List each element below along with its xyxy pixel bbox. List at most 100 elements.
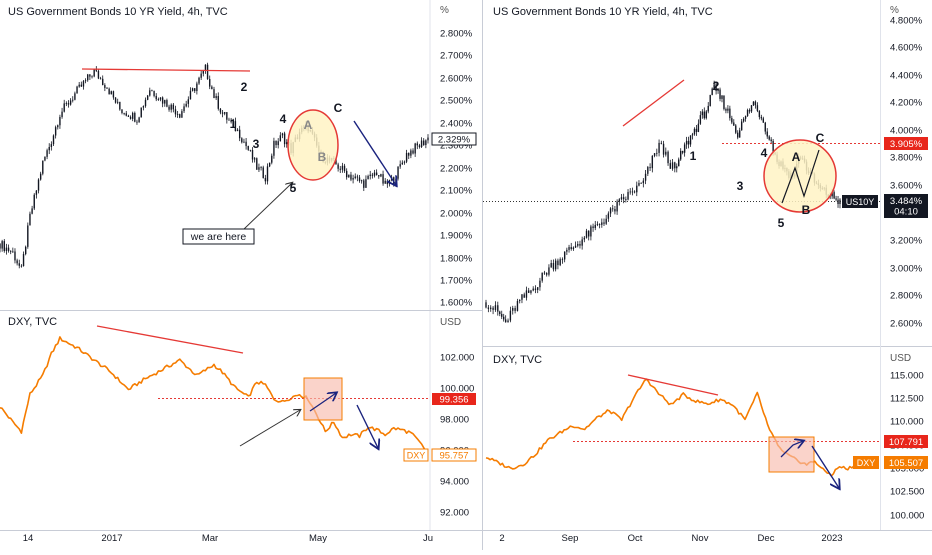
candle-body	[503, 316, 505, 320]
candle-body	[57, 125, 59, 128]
candle-body	[754, 101, 757, 106]
candle-body	[168, 106, 170, 110]
candle-body	[497, 305, 499, 312]
candle-body	[183, 106, 185, 112]
candle-body	[640, 183, 642, 184]
right-wave-label-2: 2	[713, 79, 720, 93]
candle-body	[170, 104, 172, 110]
candle-body	[719, 89, 721, 99]
candle-body	[196, 83, 198, 92]
candle-body	[739, 130, 741, 138]
candle-body	[583, 237, 586, 240]
left-wave-label-2: 2	[241, 80, 248, 94]
y-tick-label: 92.000	[440, 508, 469, 519]
candle-body	[581, 239, 583, 246]
candle-body	[91, 76, 93, 78]
right-dxy-last-tag-text: 105.507	[889, 458, 923, 469]
candle-body	[760, 117, 763, 119]
x-tick-label: Mar	[202, 533, 218, 544]
candle-body	[31, 208, 33, 214]
candle-body	[614, 209, 616, 212]
right-yield-level-tag	[884, 137, 928, 150]
left-top-unit: %	[440, 5, 449, 16]
candle-body	[256, 158, 258, 170]
y-tick-label: 100.000	[440, 384, 474, 395]
candle-body	[649, 167, 651, 169]
candle-body	[642, 180, 645, 184]
right-top-annotations: 1 2 3 4 5 A B C	[483, 79, 880, 230]
right-bottom-unit: USD	[890, 353, 911, 364]
y-tick-label: 2.500%	[440, 96, 473, 107]
candle-body	[588, 230, 590, 237]
candle-body	[534, 288, 537, 290]
candle-body	[144, 99, 147, 107]
candle-body	[680, 150, 682, 160]
y-tick-label: 115.000	[890, 371, 924, 382]
candle-body	[382, 174, 384, 184]
y-tick-label: 2.800%	[890, 291, 923, 302]
candle-body	[770, 139, 772, 141]
candle-body	[507, 320, 509, 323]
y-tick-label: 4.000%	[890, 126, 923, 137]
right-yield-last-tag	[884, 194, 928, 218]
candle-body	[243, 141, 245, 143]
candle-body	[119, 101, 121, 110]
candle-body	[709, 94, 711, 106]
y-tick-label: 2.100%	[440, 186, 473, 197]
candle-body	[485, 302, 487, 308]
candle-body	[161, 97, 164, 104]
candle-body	[603, 222, 605, 224]
candle-body	[514, 308, 516, 311]
candle-body	[572, 247, 575, 250]
left-resistance-trendline	[81, 68, 251, 72]
candle-body	[262, 167, 264, 179]
candle-body	[146, 95, 149, 100]
candle-body	[570, 247, 572, 250]
candle-body	[59, 116, 61, 126]
candle-body	[647, 167, 649, 174]
candle-body	[620, 197, 623, 200]
candle-body	[219, 108, 222, 113]
candle-body	[343, 165, 346, 171]
candle-body	[142, 106, 145, 108]
candle-body	[200, 73, 202, 78]
candle-body	[665, 151, 667, 155]
y-tick-label: 4.400%	[890, 71, 923, 82]
candle-body	[251, 150, 254, 160]
y-tick-label: 3.600%	[890, 181, 923, 192]
candle-body	[50, 144, 53, 147]
candle-body	[425, 140, 427, 146]
candle-body	[742, 118, 745, 122]
candle-body	[554, 260, 557, 270]
candle-body	[253, 158, 256, 160]
candle-body	[656, 152, 658, 154]
candle-body	[198, 77, 200, 84]
candle-body	[727, 108, 729, 111]
left-dxy-level-tag	[432, 393, 476, 405]
candle-body	[616, 201, 618, 212]
candle-body	[631, 191, 634, 193]
candle-body	[67, 103, 70, 105]
left-wave-label-1: 1	[230, 117, 237, 131]
candle-body	[577, 243, 579, 246]
left-top-panel	[0, 0, 431, 530]
left-dxy-box	[303, 377, 343, 421]
left-wave-label-c: C	[334, 101, 343, 115]
candle-body	[717, 89, 719, 92]
candle-body	[234, 121, 237, 132]
candle-body	[731, 118, 733, 123]
y-tick-label: 3.800%	[890, 153, 923, 164]
candle-body	[721, 95, 723, 99]
candle-body	[703, 111, 705, 119]
y-tick-label: 100.000	[890, 511, 924, 522]
y-tick-label: 2.200%	[440, 164, 473, 175]
candle-body	[131, 112, 134, 119]
right-dxy-level-tag-text: 107.791	[889, 437, 923, 448]
candle-body	[221, 112, 224, 114]
right-dxy-symbol-tag	[853, 456, 879, 469]
left-dxy-last-tag-text: 95.757	[439, 451, 468, 462]
candle-body	[423, 140, 425, 146]
left-dxy-down-arrow	[356, 404, 378, 448]
x-tick-label: Ju	[423, 533, 433, 544]
